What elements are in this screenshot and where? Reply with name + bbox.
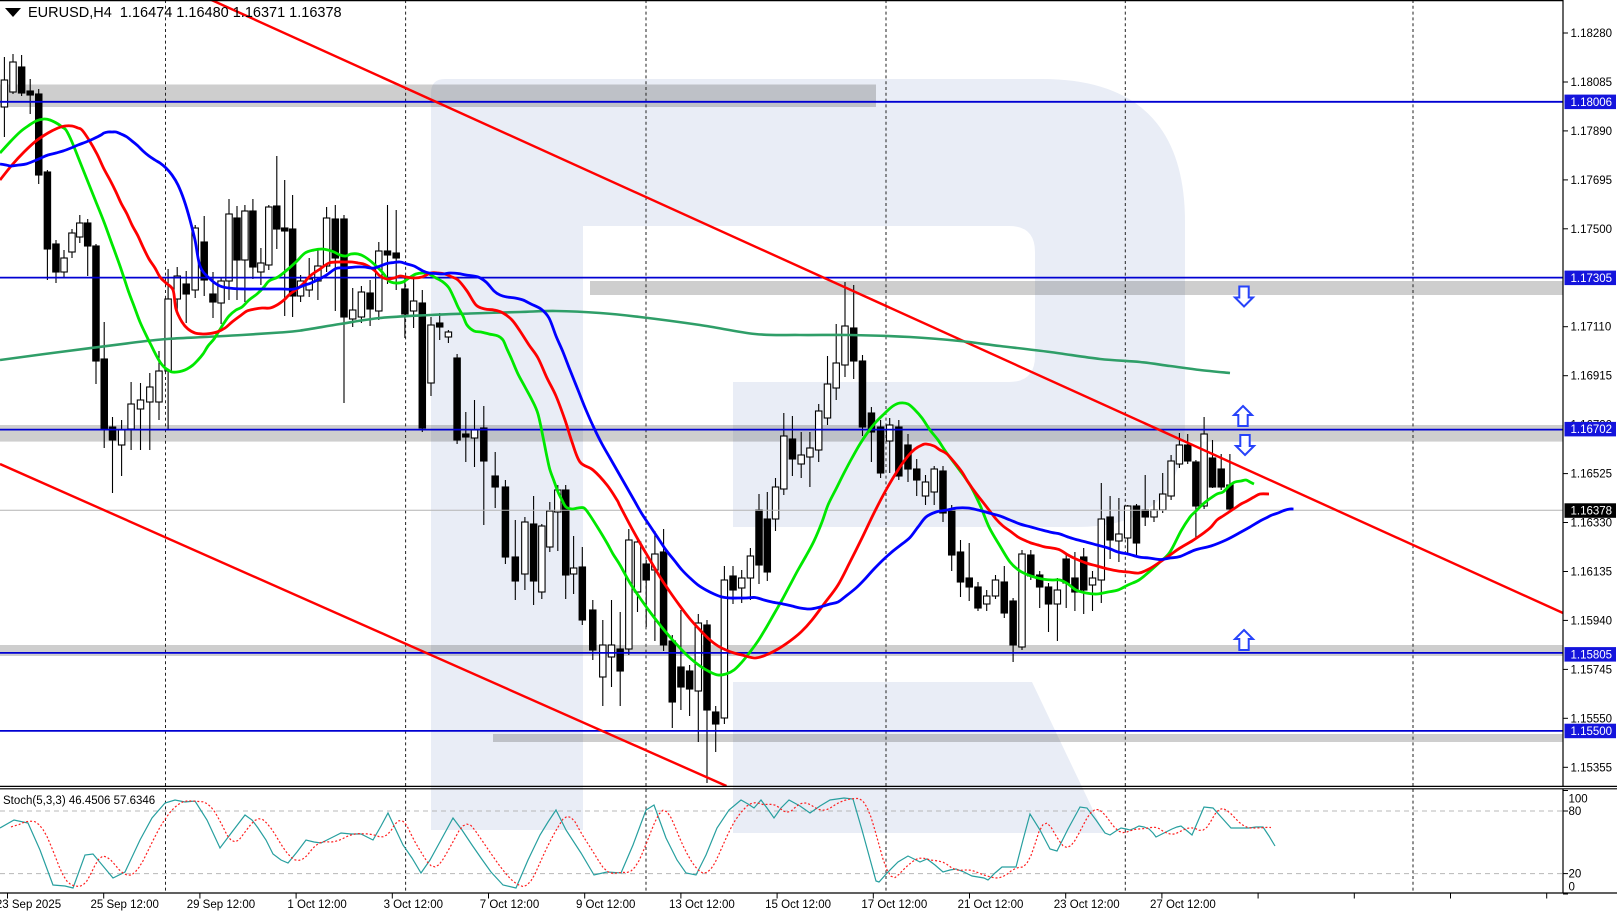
svg-text:100: 100	[1569, 794, 1588, 806]
svg-text:9 Oct 12:00: 9 Oct 12:00	[576, 899, 635, 911]
svg-text:1.16525: 1.16525	[1571, 469, 1613, 481]
svg-text:1 Oct 12:00: 1 Oct 12:00	[287, 899, 346, 911]
svg-text:27 Oct 12:00: 27 Oct 12:00	[1150, 899, 1216, 911]
svg-text:1.16330: 1.16330	[1571, 518, 1613, 530]
svg-text:20: 20	[1569, 869, 1582, 881]
svg-text:1.15355: 1.15355	[1571, 762, 1613, 774]
svg-text:29 Sep 12:00: 29 Sep 12:00	[187, 899, 255, 911]
svg-text:1.16135: 1.16135	[1571, 567, 1613, 579]
svg-text:0: 0	[1569, 882, 1575, 894]
svg-text:1.16915: 1.16915	[1571, 371, 1613, 383]
svg-text:1.15745: 1.15745	[1571, 664, 1613, 676]
svg-text:Stoch(5,3,3) 46.4506 57.6346: Stoch(5,3,3) 46.4506 57.6346	[3, 795, 155, 807]
svg-text:17 Oct 12:00: 17 Oct 12:00	[861, 899, 927, 911]
svg-text:1.18006: 1.18006	[1571, 97, 1613, 109]
svg-text:1.15550: 1.15550	[1571, 713, 1613, 725]
svg-text:13 Oct 12:00: 13 Oct 12:00	[669, 899, 735, 911]
svg-text:3 Oct 12:00: 3 Oct 12:00	[384, 899, 443, 911]
svg-text:1.15500: 1.15500	[1571, 726, 1613, 738]
svg-text:23 Oct 12:00: 23 Oct 12:00	[1054, 899, 1120, 911]
svg-text:1.16378: 1.16378	[1571, 506, 1613, 518]
svg-text:15 Oct 12:00: 15 Oct 12:00	[765, 899, 831, 911]
svg-text:23 Sep 2025: 23 Sep 2025	[0, 899, 61, 911]
svg-text:21 Oct 12:00: 21 Oct 12:00	[958, 899, 1024, 911]
svg-text:1.15805: 1.15805	[1571, 649, 1613, 661]
svg-text:7 Oct 12:00: 7 Oct 12:00	[480, 899, 539, 911]
svg-text:1.17890: 1.17890	[1571, 126, 1613, 138]
svg-text:EURUSD,H4 1.16474 1.16480 1.1: EURUSD,H4 1.16474 1.16480 1.16371 1.1637…	[28, 5, 342, 21]
svg-text:1.16702: 1.16702	[1571, 424, 1613, 436]
svg-text:1.15940: 1.15940	[1571, 615, 1613, 627]
svg-text:1.17695: 1.17695	[1571, 175, 1613, 187]
svg-text:1.17305: 1.17305	[1571, 273, 1613, 285]
svg-text:1.17500: 1.17500	[1571, 224, 1613, 236]
svg-text:1.18085: 1.18085	[1571, 77, 1613, 89]
svg-text:80: 80	[1569, 806, 1582, 818]
svg-text:25 Sep 12:00: 25 Sep 12:00	[90, 899, 158, 911]
svg-text:1.18280: 1.18280	[1571, 28, 1613, 40]
svg-text:1.17110: 1.17110	[1571, 322, 1612, 334]
